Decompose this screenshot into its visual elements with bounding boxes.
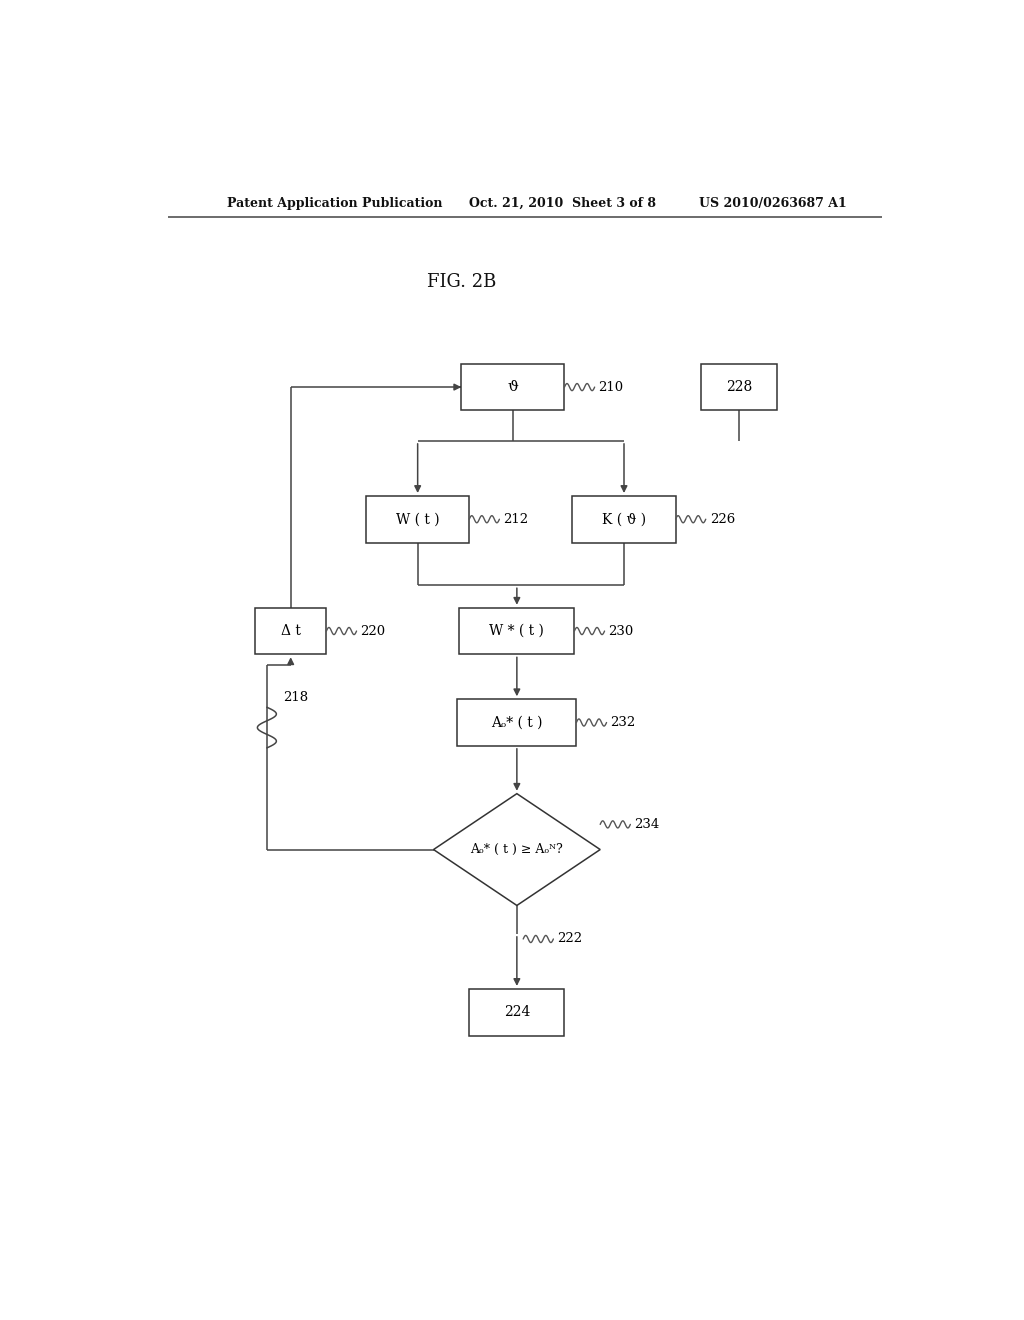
Text: Δ t: Δ t	[281, 624, 301, 638]
FancyBboxPatch shape	[701, 364, 777, 411]
FancyBboxPatch shape	[367, 496, 469, 543]
Text: 230: 230	[608, 624, 634, 638]
Text: FIG. 2B: FIG. 2B	[427, 273, 496, 292]
FancyBboxPatch shape	[461, 364, 564, 411]
Text: ϑ: ϑ	[508, 380, 518, 395]
Text: 224: 224	[504, 1005, 530, 1019]
Text: 228: 228	[726, 380, 753, 395]
FancyBboxPatch shape	[572, 496, 676, 543]
Polygon shape	[433, 793, 600, 906]
Text: K ( ϑ ): K ( ϑ )	[602, 512, 646, 527]
Text: 220: 220	[360, 624, 386, 638]
Text: W * ( t ): W * ( t )	[489, 624, 545, 638]
Text: 210: 210	[599, 380, 624, 393]
Text: Aₒ* ( t ) ≥ Aₒᴺ?: Aₒ* ( t ) ≥ Aₒᴺ?	[470, 843, 563, 857]
Text: 226: 226	[710, 512, 735, 525]
Text: 222: 222	[557, 932, 583, 945]
Text: Patent Application Publication: Patent Application Publication	[227, 197, 442, 210]
Text: Aₒ* ( t ): Aₒ* ( t )	[492, 715, 543, 730]
FancyBboxPatch shape	[469, 989, 564, 1036]
Text: 218: 218	[283, 690, 308, 704]
FancyBboxPatch shape	[458, 700, 577, 746]
FancyBboxPatch shape	[255, 607, 327, 655]
Text: 234: 234	[634, 818, 659, 830]
Text: 232: 232	[610, 715, 636, 729]
Text: Oct. 21, 2010  Sheet 3 of 8: Oct. 21, 2010 Sheet 3 of 8	[469, 197, 656, 210]
Text: US 2010/0263687 A1: US 2010/0263687 A1	[699, 197, 847, 210]
FancyBboxPatch shape	[460, 607, 574, 655]
Text: 212: 212	[504, 512, 528, 525]
Text: W ( t ): W ( t )	[396, 512, 439, 527]
